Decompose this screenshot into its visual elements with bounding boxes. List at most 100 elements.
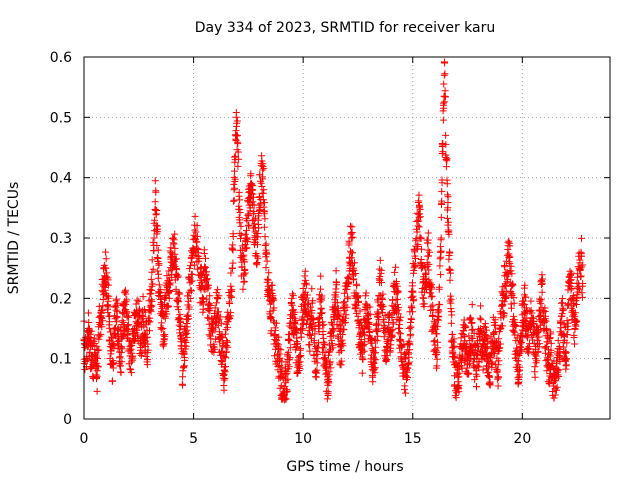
data-point bbox=[576, 256, 584, 264]
data-point bbox=[337, 361, 345, 369]
data-point bbox=[404, 364, 412, 372]
data-point bbox=[118, 358, 126, 366]
data-point bbox=[508, 290, 516, 298]
data-point bbox=[446, 249, 454, 257]
data-point bbox=[579, 282, 587, 290]
data-point bbox=[447, 319, 455, 327]
data-point bbox=[234, 148, 242, 156]
data-point bbox=[433, 355, 441, 363]
data-point bbox=[394, 289, 402, 297]
data-point bbox=[253, 259, 261, 266]
data-point bbox=[508, 304, 515, 312]
data-point bbox=[244, 238, 251, 246]
data-point bbox=[455, 373, 463, 381]
data-point bbox=[118, 345, 126, 353]
data-point bbox=[148, 282, 156, 290]
y-tick-label: 0.1 bbox=[50, 352, 72, 368]
data-point bbox=[439, 116, 447, 124]
data-point bbox=[316, 314, 324, 321]
data-point bbox=[376, 276, 384, 284]
data-point bbox=[398, 356, 405, 364]
data-point bbox=[148, 297, 156, 305]
data-point bbox=[532, 355, 539, 363]
data-point bbox=[435, 307, 443, 315]
data-point bbox=[171, 230, 179, 238]
data-point bbox=[432, 321, 440, 329]
data-point bbox=[175, 289, 183, 297]
data-point bbox=[236, 229, 244, 237]
data-point bbox=[135, 297, 143, 305]
data-point bbox=[117, 369, 125, 377]
data-point bbox=[307, 303, 314, 311]
data-point bbox=[328, 337, 336, 345]
data-point bbox=[123, 296, 131, 304]
data-point bbox=[439, 141, 447, 149]
data-point bbox=[124, 331, 132, 338]
data-point bbox=[448, 331, 456, 338]
data-point bbox=[98, 306, 105, 314]
data-point bbox=[512, 321, 520, 329]
data-point bbox=[153, 242, 161, 249]
data-point bbox=[249, 198, 257, 206]
data-point bbox=[229, 233, 237, 240]
data-point bbox=[172, 270, 180, 278]
data-point bbox=[232, 137, 240, 144]
data-point bbox=[483, 355, 491, 363]
data-point bbox=[351, 270, 359, 277]
data-point bbox=[313, 366, 321, 374]
data-point bbox=[433, 330, 441, 338]
data-point bbox=[468, 319, 476, 326]
data-point bbox=[186, 295, 194, 302]
data-point bbox=[260, 186, 268, 194]
data-point bbox=[237, 235, 244, 243]
data-point bbox=[289, 292, 297, 300]
data-point bbox=[321, 340, 329, 348]
data-point bbox=[359, 342, 367, 350]
data-point bbox=[247, 189, 255, 197]
data-point bbox=[542, 317, 550, 325]
data-point bbox=[144, 356, 151, 364]
data-point bbox=[162, 294, 170, 302]
data-point bbox=[236, 216, 244, 224]
data-point bbox=[185, 288, 193, 296]
chart-title: Day 334 of 2023, SRMTID for receiver kar… bbox=[195, 20, 495, 36]
data-point bbox=[214, 294, 222, 302]
data-point bbox=[444, 193, 452, 201]
data-point bbox=[155, 260, 163, 268]
data-point bbox=[492, 321, 500, 329]
data-point bbox=[570, 334, 578, 341]
data-point bbox=[225, 312, 233, 320]
data-point bbox=[523, 332, 531, 340]
data-point bbox=[93, 359, 101, 367]
data-points bbox=[80, 58, 587, 404]
data-point bbox=[505, 252, 513, 260]
data-point bbox=[240, 277, 248, 285]
data-point bbox=[187, 270, 195, 278]
y-tick-label: 0.6 bbox=[50, 50, 72, 66]
data-point bbox=[371, 355, 378, 363]
data-point bbox=[377, 266, 385, 274]
data-point bbox=[352, 294, 360, 302]
data-point bbox=[273, 319, 280, 327]
data-point bbox=[154, 246, 162, 254]
data-point bbox=[303, 294, 311, 302]
data-point bbox=[447, 292, 455, 300]
data-point bbox=[563, 339, 571, 347]
data-point bbox=[465, 369, 473, 377]
data-point bbox=[389, 306, 397, 314]
data-point bbox=[109, 361, 116, 369]
data-point bbox=[110, 341, 118, 349]
data-point bbox=[435, 300, 443, 308]
data-point bbox=[355, 298, 362, 306]
data-point bbox=[347, 222, 354, 230]
data-point bbox=[402, 354, 410, 362]
data-point bbox=[126, 365, 134, 373]
data-point bbox=[306, 341, 314, 349]
data-point bbox=[242, 245, 250, 253]
data-point bbox=[228, 287, 236, 295]
data-point bbox=[141, 308, 149, 316]
data-point bbox=[227, 269, 235, 277]
data-point bbox=[476, 314, 484, 322]
data-point bbox=[376, 265, 384, 273]
data-point bbox=[380, 333, 388, 341]
